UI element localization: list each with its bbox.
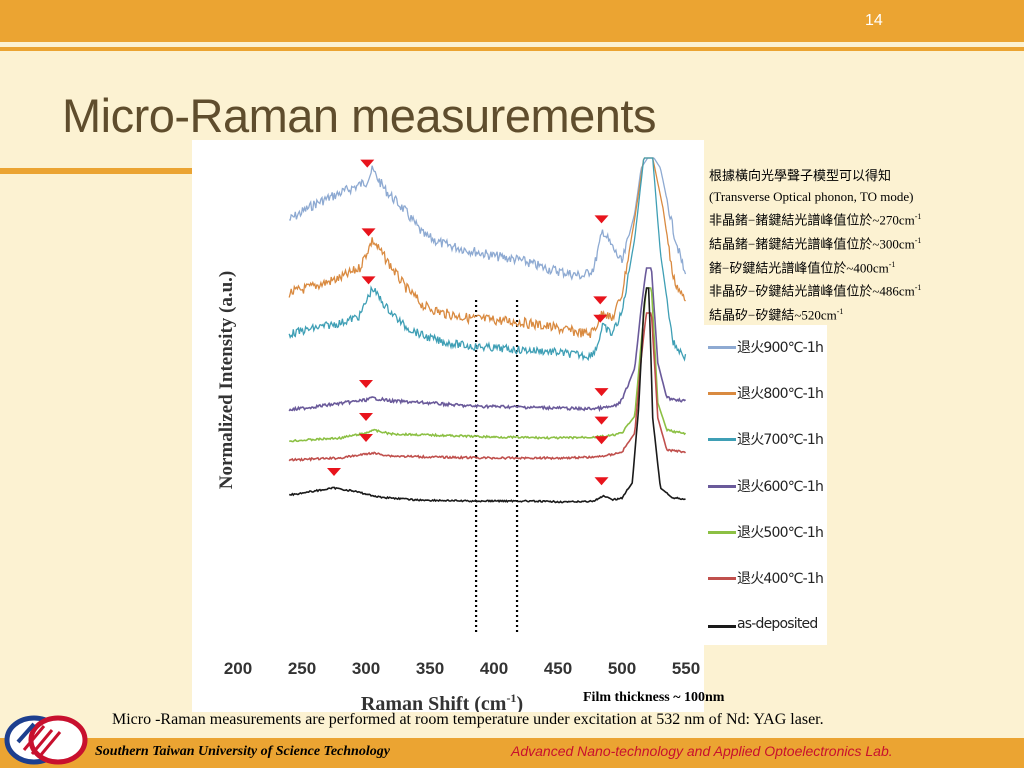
x-tick-label: 200	[224, 659, 252, 678]
title-underline-bar	[0, 168, 192, 174]
peak-marker	[594, 416, 609, 425]
x-tick-label: 500	[608, 659, 636, 678]
legend-item: 退火800℃-1h	[704, 378, 827, 408]
legend-item: 退火700℃-1h	[704, 424, 827, 454]
x-tick-label: 250	[288, 659, 316, 678]
y-axis-label: Normalized Intensity (a.u.)	[216, 271, 237, 489]
peak-marker	[359, 380, 373, 388]
legend-swatch	[708, 531, 736, 534]
legend-label: as-deposited	[737, 616, 818, 632]
peak-marker	[594, 388, 609, 397]
raman-chart: 200 250 300 350 400 450 500 550 Normalized Inte…	[216, 157, 700, 715]
peak-marker	[594, 477, 609, 486]
page-number: 14	[865, 12, 883, 29]
chart-legend: 退火900℃-1h 退火800℃-1h 退火700℃-1h 退火600℃-1h …	[704, 325, 827, 645]
legend-item: 退火900℃-1h	[704, 332, 827, 362]
x-tick-label: 350	[416, 659, 444, 678]
legend-swatch	[708, 438, 736, 441]
footer-bar	[0, 738, 1024, 768]
legend-swatch	[708, 485, 736, 488]
series-line	[288, 157, 686, 339]
peak-marker	[360, 159, 375, 168]
peak-assignment-notes: 根據橫向光學聲子模型可以得知 (Transverse Optical phono…	[709, 166, 921, 326]
legend-label: 退火400℃-1h	[737, 571, 824, 587]
x-axis-label-main: Raman Shift (cm	[361, 693, 507, 712]
peak-marker	[594, 436, 609, 445]
x-axis-label-end: )	[516, 693, 523, 712]
peak-marker	[359, 434, 373, 442]
note-line: 根據橫向光學聲子模型可以得知	[709, 168, 892, 183]
x-tick-label: 400	[480, 659, 508, 678]
x-tick-label: 300	[352, 659, 380, 678]
series-line	[289, 157, 687, 281]
legend-item: 退火600℃-1h	[704, 471, 827, 501]
note-line: (Transverse Optical phonon, TO mode)	[709, 188, 914, 204]
note-line: 結晶鍺−鍺鍵結光譜峰值位於~300cm-1	[709, 235, 922, 252]
legend-swatch	[708, 625, 736, 628]
x-axis-label: Raman Shift (cm-1)	[361, 691, 523, 712]
top-bar	[0, 0, 1024, 42]
spectra-group	[288, 157, 687, 504]
x-tick-label: 450	[544, 659, 572, 678]
peak-marker	[327, 468, 341, 476]
slide-title: Micro-Raman measurements	[62, 89, 656, 142]
legend-label: 退火600℃-1h	[737, 479, 824, 495]
footer-university: Southern Taiwan University of Science Te…	[95, 744, 390, 759]
film-thickness-label: Film thickness ~ 100nm	[583, 690, 725, 705]
series-line	[288, 267, 687, 413]
peak-marker	[361, 228, 376, 237]
x-tick-labels: 200 250 300 350 400 450 500 550	[224, 659, 700, 678]
legend-item: 退火400℃-1h	[704, 563, 827, 593]
peak-markers	[327, 159, 609, 486]
legend-swatch	[708, 392, 736, 395]
slide-caption: Micro -Raman measurements are performed …	[112, 711, 824, 728]
top-divider	[0, 47, 1024, 51]
peak-marker	[361, 276, 376, 285]
legend-swatch	[708, 577, 736, 580]
series-line	[288, 287, 687, 443]
legend-label: 退火900℃-1h	[737, 340, 824, 356]
note-line: 鍺−矽鍵結光譜峰值位於~400cm-1	[709, 259, 896, 275]
footer-lab: Advanced Nano-technology and Applied Opt…	[511, 743, 893, 759]
peak-marker	[594, 215, 609, 224]
peak-marker	[359, 413, 373, 421]
university-logo-icon	[4, 715, 88, 765]
series-line	[288, 157, 687, 362]
note-line: 非晶矽−矽鍵結光譜峰值位於~486cm-1	[709, 283, 922, 299]
legend-item: as-deposited	[704, 611, 827, 641]
series-line	[288, 312, 687, 462]
note-line: 非晶鍺−鍺鍵結光譜峰值位於~270cm-1	[709, 212, 922, 228]
raman-chart-panel: 200 250 300 350 400 450 500 550 Normalized Inte…	[192, 140, 704, 715]
note-line: 結晶矽−矽鍵結~520cm-1	[709, 307, 844, 323]
dashed-reference-lines	[474, 300, 519, 634]
x-axis-label-sup: -1	[506, 691, 516, 705]
peak-marker	[593, 314, 608, 323]
legend-item: 退火500℃-1h	[704, 517, 827, 547]
legend-label: 退火700℃-1h	[737, 432, 824, 448]
legend-label: 退火500℃-1h	[737, 525, 824, 541]
legend-label: 退火800℃-1h	[737, 386, 824, 402]
series-line	[288, 287, 686, 504]
peak-marker	[593, 296, 608, 305]
x-tick-label: 550	[672, 659, 700, 678]
legend-swatch	[708, 346, 736, 349]
